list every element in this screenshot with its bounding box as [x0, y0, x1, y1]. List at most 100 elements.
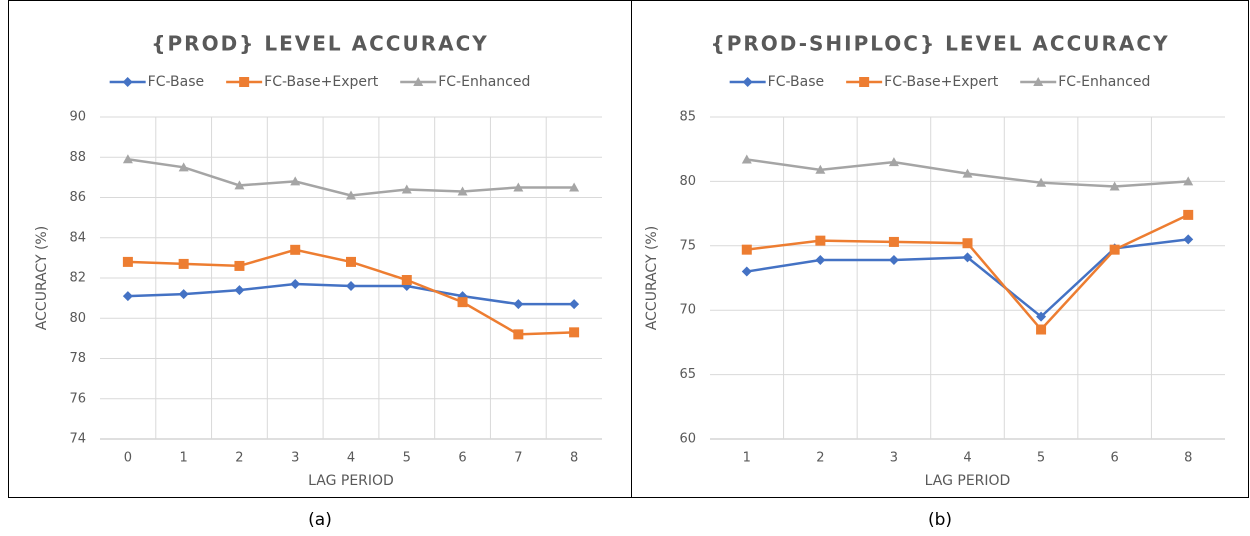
data-point [888, 157, 899, 167]
legend-label: FC-Base+Expert [884, 74, 999, 90]
x-tick-label: 6 [458, 451, 466, 466]
chart-title: {PROD} LEVEL ACCURACY [151, 32, 488, 56]
data-point [1036, 324, 1047, 335]
x-tick-label: 1 [180, 451, 188, 466]
data-point [815, 254, 826, 265]
data-point [888, 236, 899, 247]
legend-marker [122, 77, 133, 87]
caption: (b) [928, 510, 952, 530]
data-point [569, 182, 580, 192]
y-tick-label: 75 [679, 238, 696, 253]
data-point [741, 154, 752, 164]
legend-label: FC-Enhanced [1058, 74, 1150, 90]
y-tick-label: 82 [69, 271, 86, 286]
data-point [178, 162, 189, 172]
data-point [457, 186, 468, 196]
data-point [122, 154, 133, 164]
series-line [746, 213, 1189, 332]
x-axis-title: LAG PERIOD [308, 473, 394, 489]
data-point [122, 291, 133, 302]
data-point [457, 297, 468, 308]
caption: (a) [308, 510, 332, 530]
y-tick-label: 74 [69, 432, 86, 447]
x-tick-label: 3 [291, 451, 299, 466]
data-point [346, 281, 356, 292]
y-axis-title: ACCURACY (%) [644, 226, 660, 330]
data-point [290, 176, 301, 186]
y-tick-label: 65 [679, 367, 696, 382]
panel-frame [631, 0, 1249, 498]
data-point [346, 190, 356, 200]
y-tick-label: 78 [69, 351, 86, 366]
data-point [1036, 177, 1047, 187]
x-tick-label: 3 [890, 451, 898, 466]
data-point [741, 244, 752, 255]
legend-label: FC-Base+Expert [264, 74, 379, 90]
x-tick-label: 2 [816, 451, 824, 466]
legend-marker [742, 77, 753, 87]
data-point [234, 180, 245, 190]
data-point [290, 244, 301, 255]
data-point [1183, 176, 1194, 186]
data-point [962, 168, 973, 178]
y-tick-label: 60 [679, 432, 696, 447]
data-point [815, 235, 826, 246]
data-point [962, 252, 973, 263]
series-line [746, 238, 1189, 319]
data-point [1109, 181, 1120, 191]
data-point [569, 327, 580, 338]
data-point [1183, 234, 1194, 245]
series-line [127, 158, 575, 197]
legend-label: FC-Base [148, 74, 204, 90]
y-tick-label: 86 [69, 190, 86, 205]
data-point [741, 266, 752, 277]
y-tick-label: 80 [679, 174, 696, 189]
data-point [122, 256, 133, 267]
x-tick-label: 2 [235, 451, 243, 466]
x-axis-title: LAG PERIOD [925, 473, 1011, 489]
data-point [1109, 244, 1120, 255]
y-tick-label: 85 [679, 110, 696, 125]
y-tick-label: 90 [69, 110, 86, 125]
data-point [401, 275, 412, 286]
chart-title: {PROD-SHIPLOC} LEVEL ACCURACY [710, 32, 1169, 56]
legend-label: FC-Enhanced [438, 74, 530, 90]
y-tick-label: 80 [69, 311, 86, 326]
data-point [513, 182, 524, 192]
data-point [1183, 209, 1194, 220]
legend-marker [859, 77, 870, 87]
x-tick-label: 4 [963, 451, 971, 466]
data-point [1036, 311, 1047, 322]
data-point [962, 238, 973, 249]
legend-marker [239, 77, 250, 87]
data-point [888, 254, 899, 265]
x-tick-label: 7 [514, 451, 522, 466]
x-tick-label: 6 [1111, 451, 1119, 466]
y-axis-title: ACCURACY (%) [34, 226, 50, 330]
data-point [569, 299, 580, 310]
data-point [346, 256, 356, 267]
x-tick-label: 8 [1184, 451, 1192, 466]
data-point [234, 260, 245, 271]
data-point [178, 289, 189, 300]
data-point [178, 258, 189, 269]
data-point [401, 184, 412, 194]
data-point [815, 164, 826, 174]
y-tick-label: 70 [679, 303, 696, 318]
x-tick-label: 0 [124, 451, 132, 466]
x-tick-label: 5 [403, 451, 411, 466]
y-tick-label: 88 [69, 150, 86, 165]
legend-marker [413, 77, 424, 86]
x-tick-label: 4 [347, 451, 355, 466]
data-point [290, 279, 301, 290]
data-point [234, 285, 245, 296]
x-tick-label: 1 [743, 451, 751, 466]
y-tick-label: 84 [69, 230, 86, 245]
legend-label: FC-Base [768, 74, 824, 90]
x-tick-label: 8 [570, 451, 578, 466]
x-tick-label: 5 [1037, 451, 1045, 466]
data-point [513, 299, 524, 310]
legend-marker [1033, 77, 1044, 86]
